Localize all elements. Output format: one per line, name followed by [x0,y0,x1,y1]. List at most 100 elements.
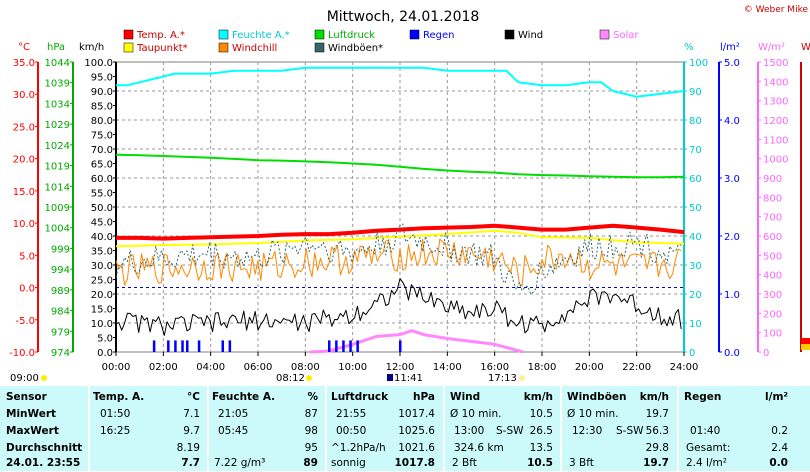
sunrise-icon [306,375,312,381]
hdr-gust-unit: km/h [639,391,669,403]
x-tick-label: 02:00 [149,362,178,373]
axis-tick-label-pct: 90 [689,87,702,98]
unit-pct: % [684,42,694,53]
legend-label: Solar [613,30,639,41]
axis-tick-label-kmh: 5.0 [97,334,113,345]
axis-tick-label-temp: -10.0 [9,348,35,359]
axis-tick-label-solar: 1000 [763,155,788,166]
axis-tick-label-temp: 35.0 [13,58,35,69]
hdr-hum-unit: % [307,391,318,403]
table-row-current: 24.01. 23:55 7.7 7.22 g/m³ 89 sonnig 101… [0,455,810,472]
unit-wind-extra: W [801,42,810,53]
axis-tick-label-pct: 10 [689,319,702,330]
sunrise-label: 08:12 [276,373,305,384]
hdr-temp-unit: °C [187,391,200,403]
x-tick-label: 24:00 [670,362,699,373]
axes: 35.0 30.0 25.0 20.0 15.0 10.0 5.0 0.0 -5.0 -10.0 1… [9,58,802,359]
legend-label: Taupunkt* [136,43,188,54]
axis-tick-label-solar: 500 [763,251,782,262]
axis-tick-label-pct: 100 [689,58,708,69]
legend-swatch [123,42,134,53]
legend-swatch [218,29,229,40]
axis-tick-label-temp: 5.0 [19,251,35,262]
axis-tick-label-kmh: 90.0 [91,87,113,98]
axis-tick-label-kmh: 40.0 [91,232,113,243]
cur-wind-label: 2 Bft [452,457,477,469]
table-header: Sensor Temp. A. °C Feuchte A. % Luftdruc… [0,389,810,406]
axis-tick-label-kmh: 75.0 [91,131,113,142]
series-line [116,66,685,98]
axis-tick-label-temp: 20.0 [13,155,35,166]
avg-temp-value: 8.19 [176,442,200,454]
axis-tick-label-solar: 400 [763,271,782,282]
axis-tick-label-kmh: 20.0 [91,290,113,301]
axis-tick-label-hpa: 974 [51,348,70,359]
avg-rain-value: 2.4 [771,442,788,454]
copyright: © Weber Mike [744,5,809,15]
axis-tick-label-kmh: 70.0 [91,145,113,156]
min-hum-time: 21:05 [218,408,249,420]
rain-bar [328,340,331,352]
series-line [115,278,682,336]
max-hum-time: 05:45 [218,425,249,437]
axis-tick-label-kmh: 60.0 [91,174,113,185]
axis-tick-label-solar: 200 [763,309,782,320]
cur-gust-value: 19.7 [643,457,669,469]
axis-tick-label-pct: 50 [689,203,702,214]
cur-press-value: 1017.8 [394,457,435,469]
cur-press-label: sonnig [331,457,366,469]
axis-tick-label-pct: 20 [689,290,702,301]
cur-hum-value: 89 [303,457,318,469]
legend-label: Luftdruck [328,30,375,41]
min-gust-label: Ø 10 min. [567,408,619,420]
avg-press-label: ^1.2hPa/h [331,442,386,454]
unit-hpa: hPa [47,42,65,53]
rain-bar [221,340,224,352]
day-start-icon [41,375,47,381]
x-tick-label: 16:00 [480,362,509,373]
series-line [115,229,685,248]
cur-gust-label: 3 Bft [569,457,594,469]
axis-tick-label-temp: 10.0 [13,219,35,230]
axis-tick-label-hpa: 1024 [45,141,70,152]
axis-tick-label-hpa: 999 [51,244,70,255]
rain-bar [399,340,402,352]
rain-bar [197,340,201,352]
chart-legend: Temp. A.* Feuchte A.* Luftdruck Regen Wind So… [123,29,639,54]
legend-label: Temp. A.* [136,30,185,41]
table-divider [560,386,562,471]
avg-wind-label: 324.6 km [454,442,504,454]
axis-tick-label-hpa: 1004 [45,224,70,235]
axis-tick-label-hpa: 1009 [45,203,70,214]
axis-tick-label-temp: 25.0 [13,122,35,133]
axis-tick-label-hpa: 1029 [45,120,70,131]
axis-tick-label-kmh: 25.0 [91,276,113,287]
cur-temp-value: 7.7 [181,457,200,469]
hdr-rain: Regen [684,391,722,403]
rain-bar [342,340,345,352]
max-solar-icon [387,374,393,381]
hdr-rain-unit: l/m² [765,391,788,403]
legend-swatch [123,29,134,40]
legend-swatch [599,29,610,40]
legend-swatch [314,42,325,53]
right-edge-indicator [801,338,810,350]
avg-gust-value: 29.8 [645,442,669,454]
axis-tick-label-rain: 1.0 [724,290,740,301]
axis-tick-label-hpa: 979 [51,327,70,338]
row-label: MaxWert [6,425,59,437]
rain-bar [181,340,184,352]
table-divider [207,386,209,471]
min-hum-value: 87 [304,408,318,420]
axis-tick-label-pct: 80 [689,116,702,127]
min-temp-time: 01:50 [100,408,131,420]
hdr-press: Luftdruck [331,391,389,403]
x-axis-ticks: 00:00 02:00 04:00 06:00 08:00 10:00 12:00 14:00… [102,352,699,373]
axis-tick-label-hpa: 984 [51,307,70,318]
x-tick-label: 00:00 [102,362,131,373]
legend-swatch [314,29,325,40]
unit-kmh: km/h [79,42,104,53]
rain-bar [335,340,338,352]
max-rain-time: 01:40 [690,425,721,437]
plot-grid [116,62,684,352]
